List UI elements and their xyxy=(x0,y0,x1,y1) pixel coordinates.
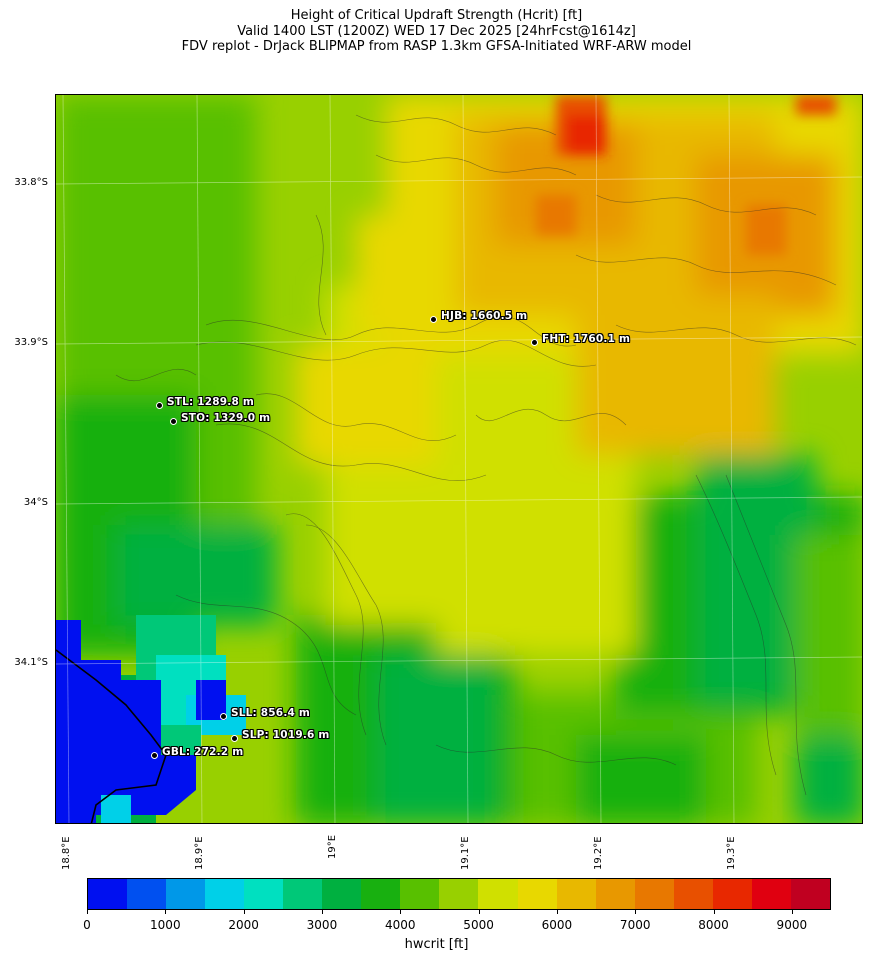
station-marker-sto[interactable] xyxy=(170,418,177,425)
colorbar-segment xyxy=(88,879,128,909)
title-line-3: FDV replot - DrJack BLIPMAP from RASP 1.… xyxy=(181,39,692,54)
lon-label-19-1: 19.1°E xyxy=(460,836,471,870)
station-marker-hjb[interactable] xyxy=(430,316,437,323)
station-label-slp: SLP: 1019.6 m xyxy=(242,729,330,741)
colorbar-segment xyxy=(127,879,167,909)
station-marker-stl[interactable] xyxy=(156,402,163,409)
station-label-gbl: GBL: 272.2 m xyxy=(162,746,244,758)
lat-label-33-9: 33.9°S xyxy=(14,337,48,348)
colorbar-tick-mark xyxy=(791,910,793,914)
colorbar-tick-mark xyxy=(321,910,323,914)
station-label-stl: STL: 1289.8 m xyxy=(167,396,254,408)
map-title: Height of Critical Updraft Strength (Hcr… xyxy=(0,8,873,55)
lat-label-33-8: 33.8°S xyxy=(14,177,48,188)
colorbar-segment xyxy=(361,879,401,909)
colorbar-segment xyxy=(283,879,323,909)
station-marker-slp[interactable] xyxy=(231,735,238,742)
station-marker-gbl[interactable] xyxy=(151,752,158,759)
station-label-sll: SLL: 856.4 m xyxy=(231,707,311,719)
colorbar-segment xyxy=(517,879,557,909)
colorbar-segment xyxy=(595,879,635,909)
colorbar-tick-mark xyxy=(556,910,558,914)
colorbar-segment xyxy=(556,879,596,909)
lon-label-19-0: 19°E xyxy=(327,834,338,859)
colorbar-segment xyxy=(712,879,752,909)
title-line-2: Valid 1400 LST (1200Z) WED 17 Dec 2025 [… xyxy=(237,23,636,39)
station-label-fht: FHT: 1760.1 m xyxy=(542,333,631,345)
map-panel[interactable] xyxy=(55,94,863,824)
colorbar-segment xyxy=(205,879,245,909)
lon-label-19-2: 19.2°E xyxy=(593,836,604,870)
coastline xyxy=(56,649,167,823)
colorbar-tick-mark xyxy=(87,910,88,914)
colorbar-label: hwcrit [ft] xyxy=(404,937,469,952)
terrain-contours xyxy=(115,114,857,796)
lon-label-19-3: 19.3°E xyxy=(726,836,737,870)
colorbar-tick-label: 6000 xyxy=(541,918,573,932)
colorbar-tick-mark xyxy=(400,910,402,914)
colorbar-segment xyxy=(751,879,791,909)
colorbar-tick-mark xyxy=(165,910,167,914)
colorbar-segment xyxy=(322,879,362,909)
station-marker-sll[interactable] xyxy=(220,713,227,720)
colorbar-segment xyxy=(166,879,206,909)
lon-label-18-8: 18.8°E xyxy=(61,836,72,870)
colorbar-segment xyxy=(439,879,479,909)
colorbar-tick-label: 2000 xyxy=(228,918,259,932)
field-regions xyxy=(56,95,862,823)
station-marker-fht[interactable] xyxy=(531,339,538,346)
lat-label-34-1: 34.1°S xyxy=(14,657,48,668)
colorbar-tick-label: 1000 xyxy=(150,918,181,932)
colorbar-tick-mark xyxy=(478,910,480,914)
colorbar-tick-mark xyxy=(635,910,637,914)
hcrit-field xyxy=(56,95,862,823)
colorbar-segment xyxy=(673,879,713,909)
station-label-hjb: HJB: 1660.5 m xyxy=(441,310,528,322)
colorbar-tick-mark xyxy=(243,910,245,914)
colorbar-tick-label: 4000 xyxy=(384,918,416,932)
lat-label-34-0: 34°S xyxy=(23,497,48,508)
colorbar-tick-label: 9000 xyxy=(776,918,808,932)
graticule xyxy=(56,95,862,823)
lon-label-18-9: 18.9°E xyxy=(194,836,205,870)
field-hotspots xyxy=(536,95,836,255)
colorbar-tick-label: 0 xyxy=(83,918,91,932)
colorbar-tick-label: 3000 xyxy=(306,918,338,932)
colorbar-segment xyxy=(400,879,440,909)
colorbar-segment xyxy=(244,879,284,909)
colorbar-segment xyxy=(478,879,518,909)
colorbar-tick-label: 7000 xyxy=(619,918,651,932)
station-label-sto: STO: 1329.0 m xyxy=(181,412,271,424)
colorbar-tick-label: 8000 xyxy=(698,918,729,932)
colorbar-tick-label: 5000 xyxy=(463,918,494,932)
colorbar-tick-mark xyxy=(713,910,715,914)
title-line-1: Height of Critical Updraft Strength (Hcr… xyxy=(290,8,583,23)
colorbar-segment xyxy=(634,879,674,909)
colorbar-segment xyxy=(790,879,830,909)
colorbar xyxy=(87,878,831,910)
